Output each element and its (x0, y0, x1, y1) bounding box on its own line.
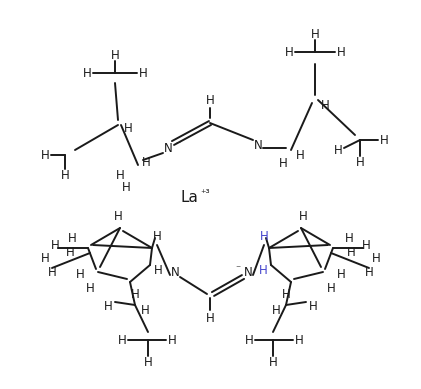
Text: H: H (372, 252, 381, 265)
Text: ⁻: ⁻ (175, 140, 180, 150)
Text: H: H (124, 121, 132, 135)
Text: N: N (164, 142, 172, 154)
Text: H: H (298, 210, 307, 223)
Text: H: H (168, 333, 176, 347)
Text: H: H (282, 287, 290, 300)
Text: La: La (180, 189, 198, 205)
Text: H: H (144, 356, 152, 368)
Text: H: H (205, 312, 214, 324)
Text: H: H (258, 263, 267, 277)
Text: H: H (154, 263, 163, 277)
Text: ⁺³: ⁺³ (200, 189, 210, 199)
Text: H: H (362, 238, 370, 252)
Text: H: H (141, 156, 150, 168)
Text: H: H (48, 266, 56, 279)
Text: H: H (40, 252, 49, 265)
Text: H: H (245, 333, 253, 347)
Text: H: H (76, 268, 84, 282)
Text: H: H (114, 210, 123, 223)
Text: H: H (356, 156, 364, 168)
Text: H: H (345, 231, 353, 245)
Text: H: H (111, 49, 120, 61)
Text: H: H (279, 156, 288, 170)
Text: H: H (83, 67, 91, 79)
Text: H: H (333, 144, 342, 156)
Text: H: H (139, 67, 147, 79)
Text: H: H (269, 356, 277, 368)
Text: H: H (61, 168, 69, 182)
Text: H: H (85, 282, 94, 294)
Text: H: H (295, 333, 304, 347)
Text: H: H (321, 98, 329, 112)
Text: H: H (122, 180, 131, 193)
Text: H: H (153, 230, 161, 242)
Text: H: H (311, 28, 320, 40)
Text: H: H (309, 300, 317, 314)
Text: N: N (253, 138, 262, 151)
Text: H: H (337, 268, 345, 282)
Text: H: H (346, 247, 355, 259)
Text: H: H (260, 230, 268, 242)
Text: H: H (40, 149, 49, 161)
Text: H: H (272, 303, 280, 317)
Text: H: H (141, 303, 149, 317)
Text: N: N (244, 266, 252, 279)
Text: H: H (117, 333, 126, 347)
Text: H: H (296, 149, 304, 161)
Text: H: H (104, 300, 112, 314)
Text: H: H (337, 46, 345, 58)
Text: H: H (116, 168, 124, 182)
Text: ⁻: ⁻ (235, 264, 240, 274)
Text: H: H (365, 266, 373, 279)
Text: H: H (205, 93, 214, 107)
Text: H: H (51, 238, 59, 252)
Text: H: H (68, 231, 76, 245)
Text: H: H (66, 247, 75, 259)
Text: H: H (380, 133, 389, 147)
Text: H: H (131, 287, 139, 300)
Text: N: N (171, 266, 179, 279)
Text: H: H (285, 46, 293, 58)
Text: H: H (327, 282, 336, 294)
